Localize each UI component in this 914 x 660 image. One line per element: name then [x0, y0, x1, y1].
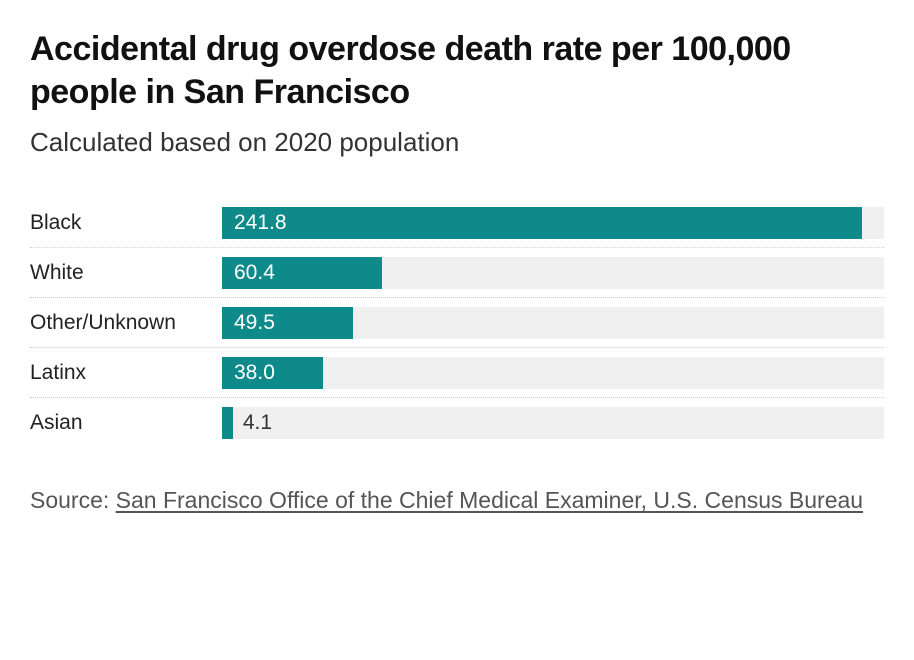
bar-track: 4.1: [222, 407, 884, 439]
category-label: White: [30, 261, 222, 285]
bar-value: 49.5: [222, 311, 275, 335]
chart-subtitle: Calculated based on 2020 population: [30, 127, 884, 158]
bar-fill: 60.4: [222, 257, 382, 289]
source-label: Source:: [30, 487, 116, 513]
bar-track: 38.0: [222, 357, 884, 389]
bar-track: 49.5: [222, 307, 884, 339]
bar-fill: 38.0: [222, 357, 323, 389]
bar-value: 60.4: [222, 261, 275, 285]
source-line: Source: San Francisco Office of the Chie…: [30, 482, 884, 519]
bar-track: 241.8: [222, 207, 884, 239]
bar-row: Black241.8: [30, 198, 884, 248]
bar-chart: Black241.8White60.4Other/Unknown49.5Lati…: [30, 198, 884, 448]
bar-fill: 241.8: [222, 207, 862, 239]
bar-track: 60.4: [222, 257, 884, 289]
source-link[interactable]: San Francisco Office of the Chief Medica…: [116, 487, 863, 513]
bar-value: 4.1: [233, 411, 272, 435]
bar-fill: 4.1: [222, 407, 233, 439]
chart-title: Accidental drug overdose death rate per …: [30, 28, 884, 113]
category-label: Black: [30, 211, 222, 235]
bar-row: Other/Unknown49.5: [30, 298, 884, 348]
bar-value: 241.8: [222, 211, 287, 235]
category-label: Asian: [30, 411, 222, 435]
bar-value: 38.0: [222, 361, 275, 385]
bar-row: Latinx38.0: [30, 348, 884, 398]
bar-fill: 49.5: [222, 307, 353, 339]
category-label: Other/Unknown: [30, 311, 222, 335]
bar-row: Asian4.1: [30, 398, 884, 448]
category-label: Latinx: [30, 361, 222, 385]
bar-row: White60.4: [30, 248, 884, 298]
